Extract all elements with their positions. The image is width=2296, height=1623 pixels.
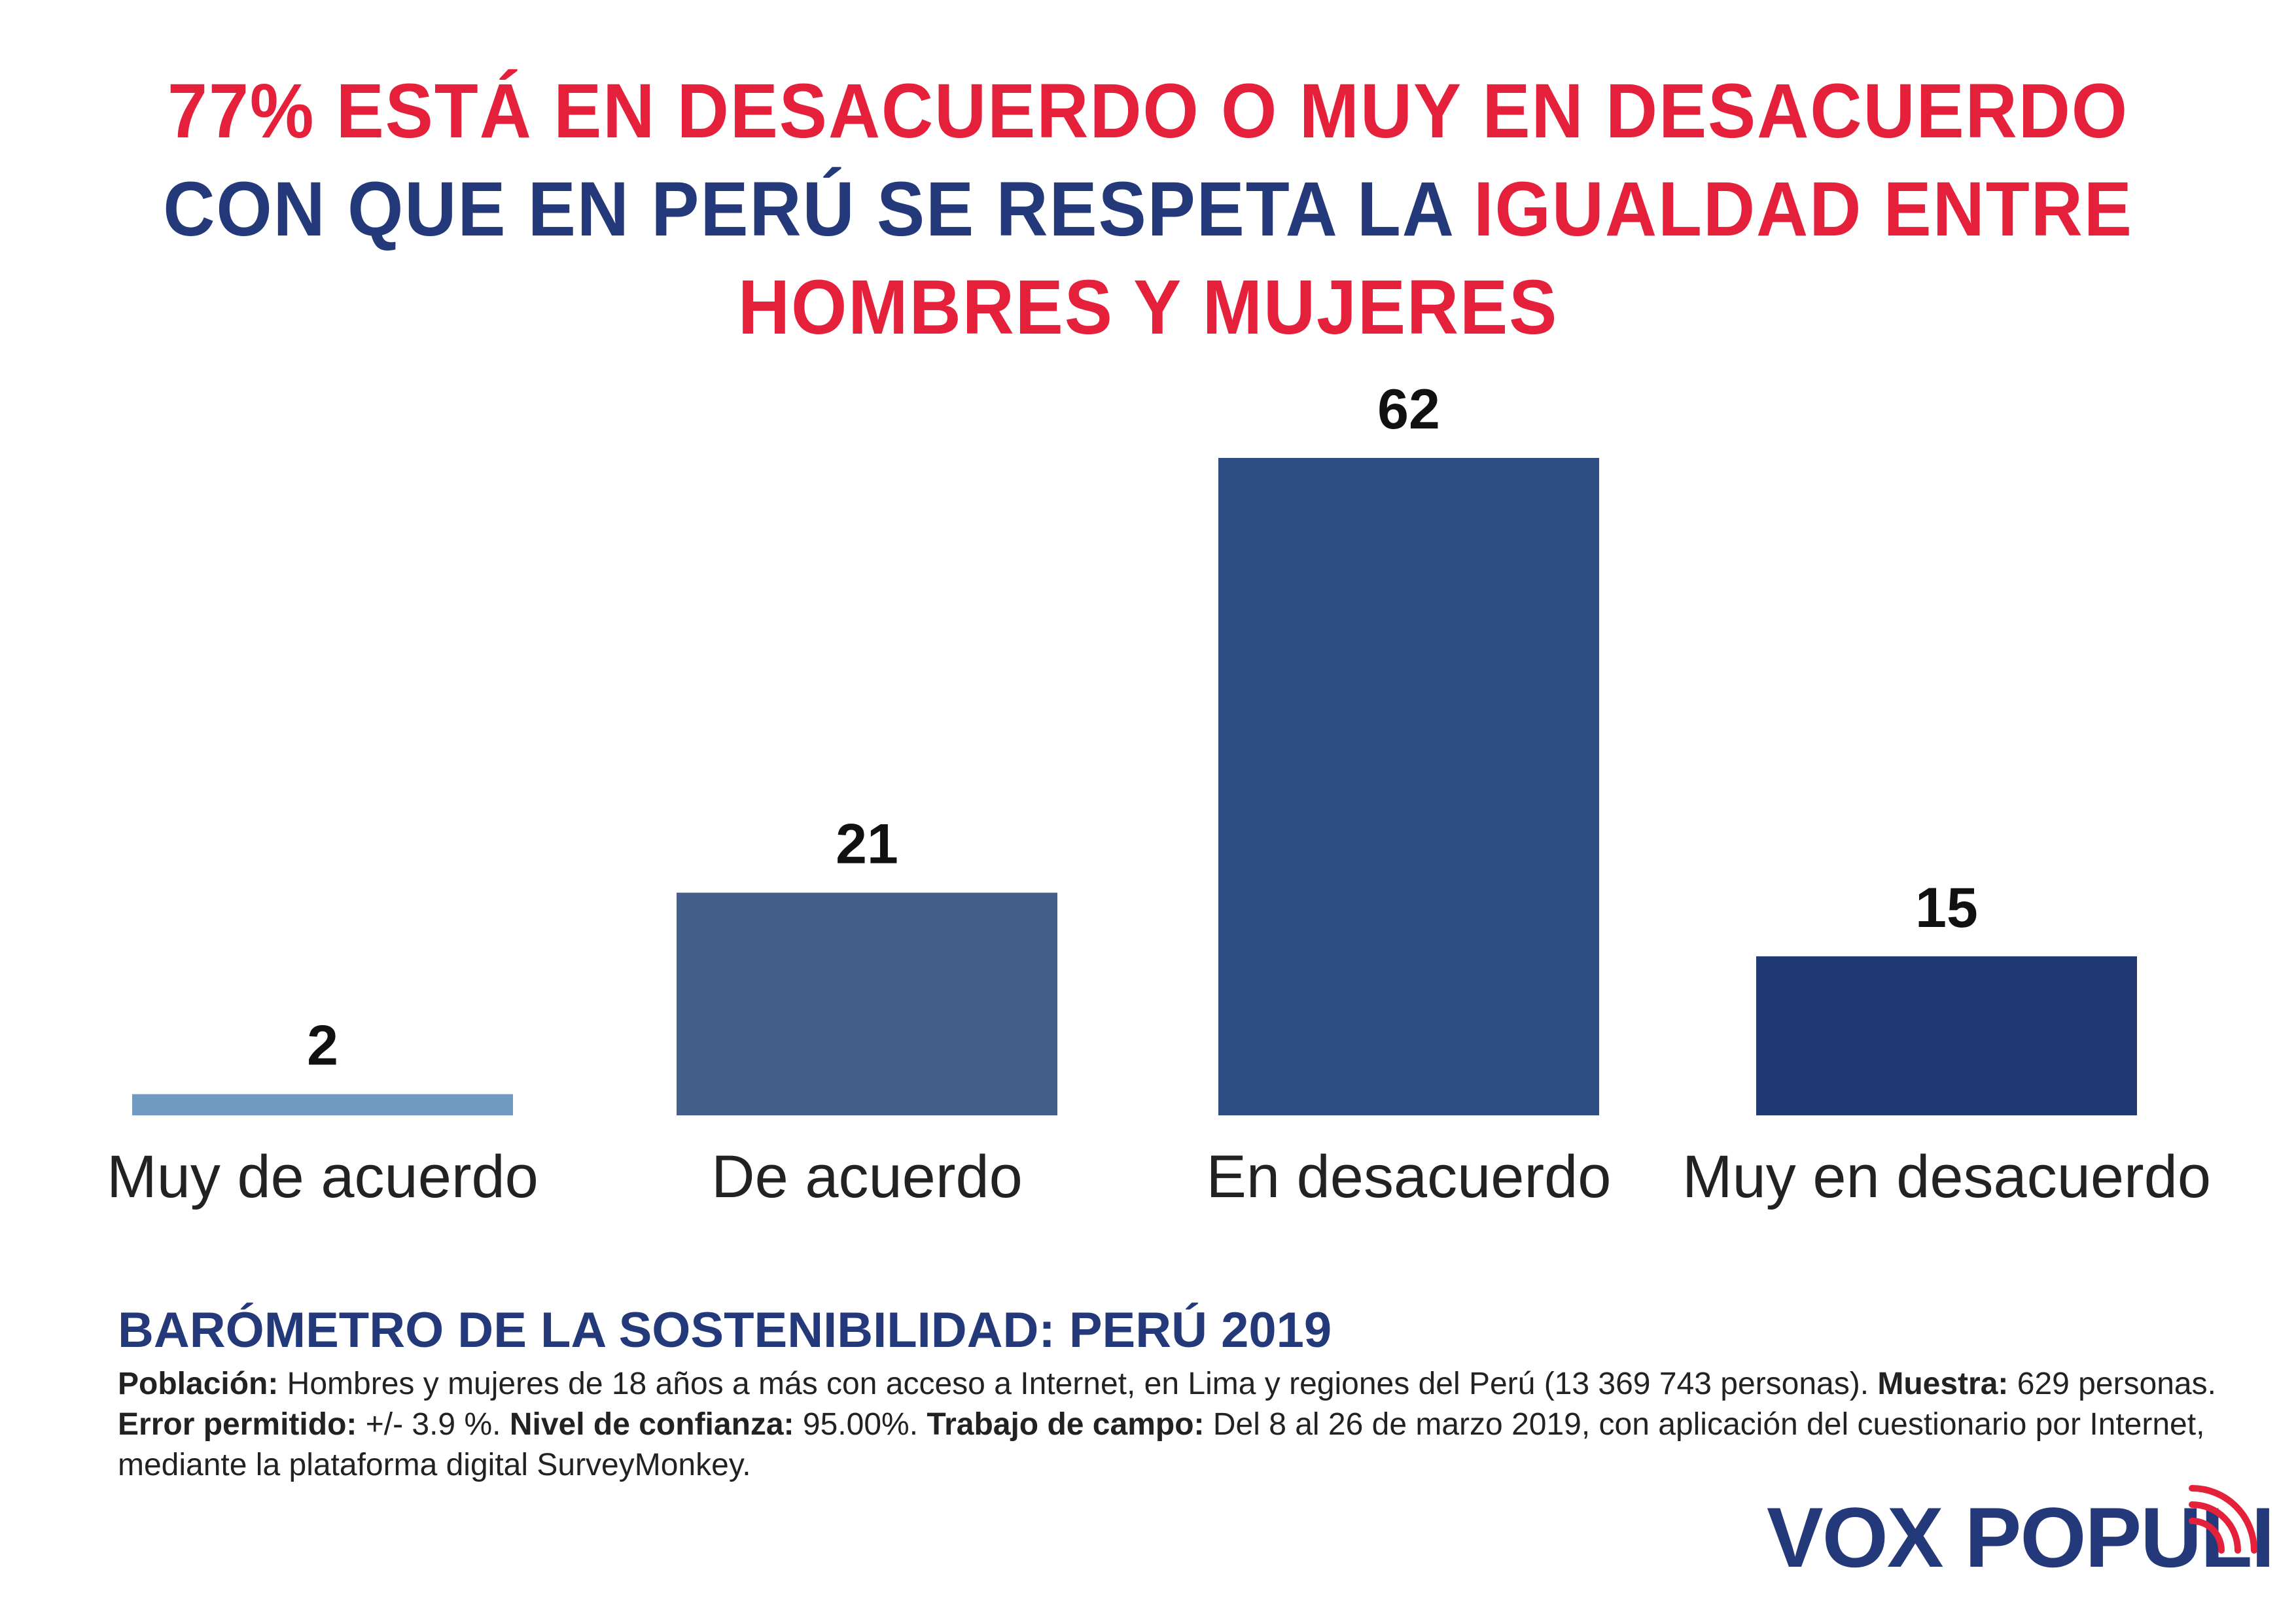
value-label: 21 [836, 813, 898, 876]
bar-de-acuerdo [677, 892, 1057, 1115]
title-middle: CON QUE EN PERÚ SE RESPETA LA [163, 166, 1474, 253]
error-label: Error permitido: [118, 1407, 357, 1442]
value-label: 62 [1377, 378, 1440, 441]
muestra-text: 629 personas. [2008, 1367, 2216, 1401]
chart-title: 77% ESTÁ EN DESACUERDO O MUY EN DESACUER… [117, 62, 2180, 357]
trabajo-label: Trabajo de campo: [927, 1407, 1205, 1442]
source-notes: Población: Hombres y mujeres de 18 años … [118, 1364, 2225, 1486]
muestra-label: Muestra: [1877, 1367, 2009, 1401]
trabajo-text: Del 8 al 26 de marzo 2019, con aplicació… [118, 1407, 2205, 1482]
category-label: Muy de acuerdo [107, 1143, 539, 1210]
bar-en-desacuerdo [1218, 458, 1599, 1115]
source-title: BARÓMETRO DE LA SOSTENIBILIDAD: PERÚ 201… [118, 1302, 1332, 1358]
signal-waves-icon [2189, 1485, 2257, 1554]
title-highlight-2: IGUALDAD ENTRE HOMBRES Y MUJERES [737, 166, 2133, 351]
vox-populi-logo: VOX POPULI [1767, 1478, 2275, 1590]
poblacion-text: Hombres y mujeres de 18 años a más con a… [278, 1367, 1878, 1401]
nivel-label: Nivel de confianza: [509, 1407, 794, 1442]
poblacion-label: Población: [118, 1367, 279, 1401]
value-label: 15 [1915, 877, 1978, 939]
value-label: 2 [307, 1015, 338, 1077]
bar-chart: 2 Muy de acuerdo 21 De acuerdo 62 En desacuer… [107, 378, 2211, 1210]
category-label: En desacuerdo [1207, 1143, 1612, 1210]
bar-muy-de-acuerdo [132, 1094, 513, 1115]
category-label: De acuerdo [711, 1143, 1023, 1210]
nivel-text: 95.00%. [794, 1407, 927, 1442]
error-text: +/- 3.9 %. [357, 1407, 510, 1442]
bar-muy-en-desacuerdo [1756, 956, 2137, 1115]
category-label: Muy en desacuerdo [1682, 1143, 2211, 1210]
title-highlight-1: 77% ESTÁ EN DESACUERDO O MUY EN DESACUER… [168, 68, 2128, 154]
